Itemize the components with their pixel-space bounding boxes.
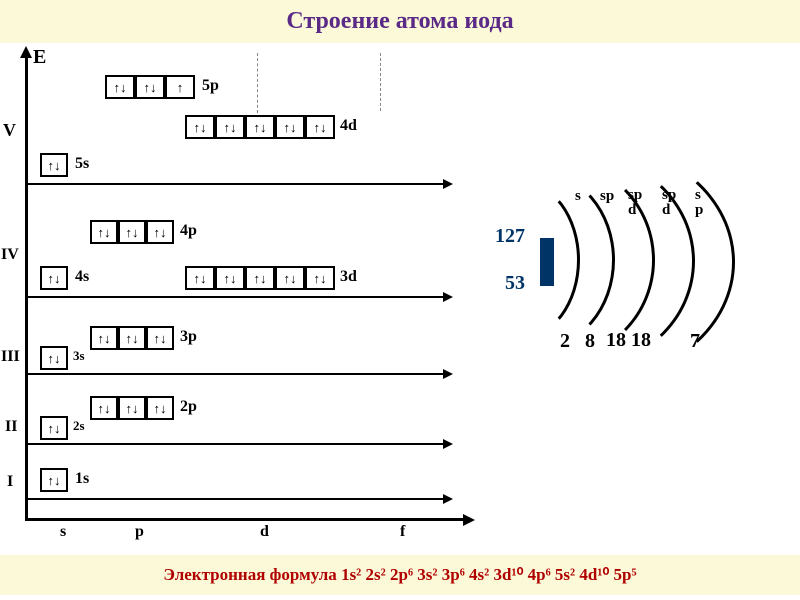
x-axis-arrow [463,514,475,526]
orbital-5p-3: ↑ [165,75,195,99]
level-arrow-V [443,179,453,189]
orbital-5p-1: ↑↓ [105,75,135,99]
label-2p: 2p [180,398,197,416]
orbital-3d-5: ↑↓ [305,266,335,290]
shell-sub-1: s [575,188,581,205]
orbital-4d-3: ↑↓ [245,115,275,139]
roman-III: III [1,348,20,366]
label-3p: 3p [180,328,197,346]
subshell-s: s [60,523,66,541]
label-2s: 2s [73,418,85,434]
subshell-f: f [400,523,405,541]
x-axis [25,518,465,521]
roman-V: V [3,120,16,141]
footer-bar: Электронная формула 1s² 2s² 2p⁶ 3s² 3p⁶ … [0,555,800,595]
orbital-5s: ↑↓ [40,153,68,177]
shell-sub-4: spd [662,188,682,218]
level-arrow-II [443,439,453,449]
level-line-IV [25,296,445,298]
orbital-4d-2: ↑↓ [215,115,245,139]
shell-count-1: 2 [560,330,570,353]
level-line-I [25,498,445,500]
energy-diagram: E s p d f I ↑↓ 1s II ↑↓ 2s ↑↓ ↑↓ ↑↓ 2p I… [5,48,475,538]
shell-count-5: 7 [690,330,700,353]
orbital-4s: ↑↓ [40,266,68,290]
label-3d: 3d [340,268,357,286]
label-5p: 5p [202,77,219,95]
subshell-d: d [260,523,269,541]
roman-I: I [7,473,13,491]
shell-count-2: 8 [585,330,595,353]
orbital-4d-5: ↑↓ [305,115,335,139]
orbital-4p-2: ↑↓ [118,220,146,244]
shell-sub-2: sp [600,188,614,205]
orbital-2p-2: ↑↓ [118,396,146,420]
y-axis [25,56,28,521]
orbital-4p-3: ↑↓ [146,220,174,244]
level-line-III [25,373,445,375]
level-line-II [25,443,445,445]
orbital-1s: ↑↓ [40,468,68,492]
orbital-3p-2: ↑↓ [118,326,146,350]
title-text: Строение атома иода [286,8,513,34]
shell-count-3: 18 [605,330,627,350]
dashed-line-1 [257,53,258,113]
y-axis-arrow [20,46,32,58]
subshell-p: p [135,523,144,541]
bohr-model: 127 53 s sp spd spd sp 2 8 18 18 7 [500,190,790,450]
level-line-V [25,183,445,185]
orbital-4p-1: ↑↓ [90,220,118,244]
orbital-3d-1: ↑↓ [185,266,215,290]
level-arrow-I [443,494,453,504]
roman-II: II [5,418,17,436]
label-3s: 3s [73,348,85,364]
dashed-line-2 [380,53,381,111]
label-1s: 1s [75,470,89,488]
shell-sub-5: sp [695,188,705,218]
orbital-3d-2: ↑↓ [215,266,245,290]
orbital-3p-3: ↑↓ [146,326,174,350]
energy-axis-label: E [33,46,46,69]
shell-sub-3: spd [628,188,648,218]
roman-IV: IV [1,246,19,264]
orbital-4d-4: ↑↓ [275,115,305,139]
orbital-5p-2: ↑↓ [135,75,165,99]
label-5s: 5s [75,155,89,173]
orbital-2p-1: ↑↓ [90,396,118,420]
orbital-2p-3: ↑↓ [146,396,174,420]
label-4d: 4d [340,117,357,135]
orbital-3d-3: ↑↓ [245,266,275,290]
level-arrow-III [443,369,453,379]
title-bar: Строение атома иода [0,0,800,43]
orbital-3s: ↑↓ [40,346,68,370]
footer-label: Электронная формула [163,565,336,584]
label-4p: 4p [180,222,197,240]
level-arrow-IV [443,292,453,302]
footer-formula: 1s² 2s² 2p⁶ 3s² 3p⁶ 4s² 3d¹⁰ 4p⁶ 5s² 4d¹… [341,565,637,584]
orbital-2s: ↑↓ [40,416,68,440]
shell-count-4: 18 [630,330,652,350]
label-4s: 4s [75,268,89,286]
orbital-3p-1: ↑↓ [90,326,118,350]
orbital-3d-4: ↑↓ [275,266,305,290]
orbital-4d-1: ↑↓ [185,115,215,139]
